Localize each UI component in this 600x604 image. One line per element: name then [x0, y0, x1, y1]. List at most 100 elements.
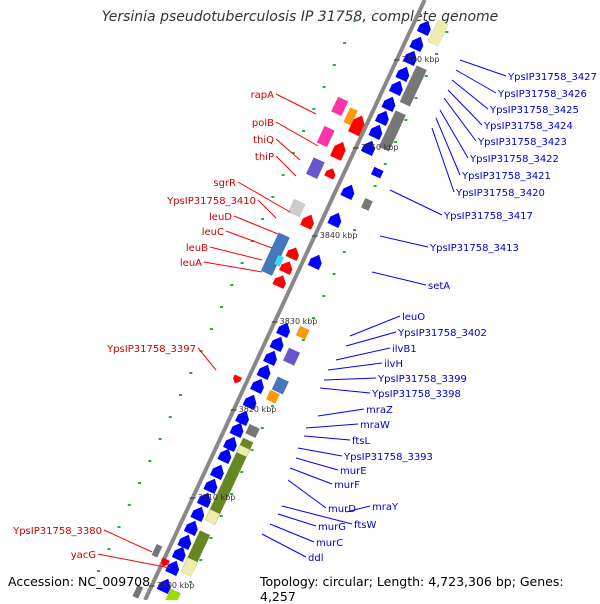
forward-block: [132, 584, 144, 599]
reverse-label-line: [323, 377, 377, 381]
reverse-gene-arrow: [388, 80, 403, 96]
tick-dot: [281, 174, 285, 176]
forward-gene-arrow: [279, 261, 293, 275]
reverse-gene-label: ilvH: [384, 359, 403, 370]
reverse-label-line: [295, 457, 339, 471]
reverse-label-line: [371, 271, 427, 286]
reverse-gene-arrow-shape: [256, 364, 271, 380]
reverse-gene-label: YpsIP31758_3426: [497, 89, 587, 100]
reverse-gene-label: YpsIP31758_3424: [483, 121, 573, 132]
reverse-gene-arrow: [256, 364, 271, 380]
tick-dot: [291, 152, 295, 154]
reverse-gene-arrow-shape: [203, 478, 218, 494]
reverse-label-line: [379, 235, 429, 248]
reverse-block: [236, 444, 251, 458]
forward-gene-arrow-shape: [279, 261, 293, 275]
forward-block: [343, 107, 358, 126]
forward-gene-label: leuC: [202, 227, 224, 238]
tick-dot: [302, 130, 306, 132]
reverse-gene-arrow: [276, 322, 290, 338]
tick-dot: [343, 42, 347, 44]
forward-label-line: [233, 215, 279, 235]
reverse-gene-arrow-shape: [242, 394, 257, 410]
reverse-gene-arrow: [203, 478, 218, 494]
reverse-block: [427, 19, 449, 47]
reverse-label-line: [277, 513, 317, 527]
forward-block-shape: [305, 157, 325, 180]
tick-dot: [445, 31, 449, 33]
reverse-label-line: [335, 347, 391, 361]
reverse-block-shape: [378, 110, 407, 152]
reverse-gene-arrow: [368, 124, 383, 140]
reverse-gene-arrow: [416, 20, 431, 36]
reverse-gene-arrow-shape: [217, 448, 232, 464]
reverse-gene-arrow-shape: [229, 422, 244, 438]
forward-label-line: [103, 529, 153, 553]
forward-gene-arrow: [272, 275, 286, 289]
scale-tick-label: 3800 kbp: [157, 581, 195, 590]
tick-dot: [260, 427, 264, 429]
reverse-gene-label: YpsIP31758_3422: [469, 154, 559, 165]
reverse-block: [265, 389, 280, 404]
forward-gene-arrow-shape: [160, 557, 170, 567]
forward-label-line: [225, 230, 273, 249]
reverse-block-shape: [271, 376, 290, 395]
reverse-block: [378, 110, 407, 152]
forward-gene-label: leuA: [180, 258, 202, 269]
reverse-label-line: [345, 505, 371, 513]
tick-dot: [117, 526, 121, 528]
reverse-block-shape: [370, 166, 384, 179]
reverse-gene-arrow-shape: [156, 578, 171, 594]
reverse-gene-arrow-shape: [360, 140, 375, 156]
forward-label-line: [197, 347, 217, 371]
reverse-label-line: [317, 408, 365, 417]
forward-label-line: [203, 261, 263, 273]
forward-gene-arrow-shape: [348, 115, 365, 137]
reverse-gene-arrow: [223, 436, 237, 452]
forward-label-line: [275, 93, 317, 115]
forward-block: [331, 96, 349, 117]
scale-tick-label: 3840 kbp: [320, 231, 358, 240]
reverse-label-line: [447, 89, 483, 126]
reverse-gene-label: mraY: [372, 502, 399, 513]
tick-dot: [353, 20, 357, 22]
reverse-label-line: [349, 315, 401, 337]
reverse-gene-arrow-shape: [165, 560, 180, 576]
tick-dot: [404, 119, 408, 121]
forward-gene-arrow-shape: [233, 374, 242, 384]
reverse-block-shape: [265, 389, 280, 404]
reverse-gene-arrow-shape: [388, 80, 403, 96]
reverse-gene-arrow-shape: [250, 378, 264, 394]
map-title: Yersinia pseudotuberculosis IP 31758, co…: [101, 9, 499, 25]
tick-dot: [353, 229, 357, 231]
reverse-block: [370, 166, 384, 179]
forward-label-line: [275, 138, 301, 161]
forward-gene-label: thiQ: [253, 135, 274, 146]
reverse-block-shape: [427, 19, 449, 47]
forward-block: [288, 198, 306, 218]
reverse-block: [180, 557, 198, 577]
forward-gene-arrow-shape: [272, 275, 286, 289]
tick-dot: [301, 339, 305, 341]
reverse-gene-arrow-shape: [416, 20, 431, 36]
tick-dot: [107, 548, 111, 550]
tick-dot: [414, 97, 418, 99]
reverse-gene-label: mraZ: [366, 405, 393, 416]
forward-block-shape: [151, 543, 163, 558]
forward-block-shape: [316, 125, 335, 148]
reverse-gene-arrow: [217, 448, 232, 464]
accession-text: Accession: NC_009708: [8, 574, 151, 589]
scale-tick-label: 3820 kbp: [239, 405, 277, 414]
reverse-gene-arrow-shape: [171, 546, 186, 562]
reverse-block: [360, 197, 374, 211]
tick-dot: [199, 559, 203, 561]
reverse-label-line: [269, 523, 315, 543]
tick-dot: [158, 438, 162, 440]
tick-dot: [332, 273, 336, 275]
forward-gene-arrow-shape: [324, 168, 336, 180]
reverse-gene-arrow-shape: [409, 36, 424, 52]
forward-gene-arrow: [285, 247, 299, 261]
reverse-gene-arrow-shape: [307, 254, 322, 270]
reverse-label-line: [389, 189, 443, 216]
reverse-gene-label: YpsIP31758_3427: [507, 72, 597, 83]
